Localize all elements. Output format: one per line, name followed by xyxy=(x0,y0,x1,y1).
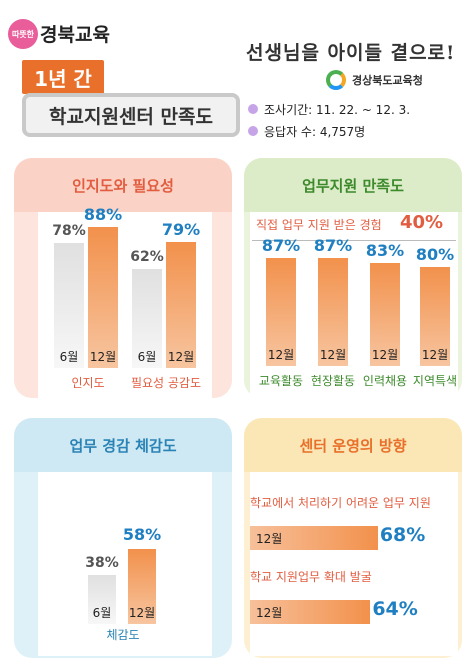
bar-1 xyxy=(318,258,348,366)
tick-label: 6월 xyxy=(92,606,112,620)
tick-label: 12월 xyxy=(128,606,156,620)
category-label: 현장활동 xyxy=(310,374,356,388)
tick-label: 12월 xyxy=(256,606,283,620)
bar-12월 xyxy=(128,548,156,624)
bullet-icon xyxy=(248,126,258,136)
direction-chart-area: 학교에서 처리하기 어려운 업무 지원 12월 68% 학교 지원업무 확대 발굴 12… xyxy=(250,472,458,656)
data-label: 80% xyxy=(415,244,455,264)
tick-label: 12월 xyxy=(421,348,449,362)
direction-panel-title: 센터 운영의 방향 xyxy=(244,418,462,472)
data-label: 68% xyxy=(379,524,426,546)
workload-panel-title: 업무 경감 체감도 xyxy=(14,418,232,472)
tick-label: 6월 xyxy=(59,350,79,364)
data-label: 38% xyxy=(85,554,119,571)
org-logo-icon xyxy=(326,70,346,90)
tick-label: 12월 xyxy=(371,348,399,362)
bullet-icon xyxy=(248,104,258,114)
category-label: 필요성 공감도 xyxy=(130,376,202,390)
bar-0 xyxy=(250,526,378,550)
work-support-subtitle: 직접 업무 지원 받은 경험 xyxy=(256,218,382,232)
tick-label: 12월 xyxy=(167,350,195,364)
category-label: 인지도 xyxy=(71,376,105,390)
bar-2 xyxy=(370,263,400,366)
data-label: 83% xyxy=(365,241,405,261)
logo-text: 경북교육 xyxy=(40,24,110,46)
category-label: 지역특색 xyxy=(412,374,458,388)
bar-1 xyxy=(250,600,371,624)
survey-period: 조사기간: 11. 22. ~ 12. 3. xyxy=(264,103,411,117)
bar-0 xyxy=(266,258,296,366)
bar-6월-0 xyxy=(54,243,84,368)
data-label: 87% xyxy=(313,236,353,256)
tick-label: 6월 xyxy=(137,350,157,364)
tick-label: 12월 xyxy=(256,532,283,546)
awareness-panel-title: 인지도와 필요성 xyxy=(14,158,232,212)
org-name: 경상북도교육청 xyxy=(352,74,423,87)
bar-12월-0 xyxy=(88,227,118,368)
tick-label: 12월 xyxy=(267,348,295,362)
category-label: 학교 지원업무 확대 발굴 xyxy=(250,570,372,584)
data-label: 88% xyxy=(83,205,123,225)
tick-label: 12월 xyxy=(89,350,117,364)
bar-6월-1 xyxy=(132,268,162,368)
data-label: 64% xyxy=(372,598,418,620)
data-label: 87% xyxy=(261,236,301,256)
divider xyxy=(252,240,456,241)
bar-6월 xyxy=(88,574,116,624)
slogan: 선생님을 아이들 곁으로! xyxy=(246,42,456,64)
category-label: 체감도 xyxy=(106,628,140,642)
work-support-subtitle-value: 40% xyxy=(400,212,444,233)
category-label: 학교에서 처리하기 어려운 업무 지원 xyxy=(250,496,431,510)
bar-3 xyxy=(420,266,450,366)
data-label: 58% xyxy=(122,524,162,544)
data-label: 78% xyxy=(52,223,86,240)
category-label: 인력채용 xyxy=(362,374,408,388)
year-tag: 1년 간 xyxy=(22,60,104,94)
tick-label: 12월 xyxy=(319,348,347,362)
logo-badge: 따뜻한 xyxy=(8,19,38,49)
category-label: 교육활동 xyxy=(258,374,304,388)
data-label: 79% xyxy=(161,219,201,239)
respondents: 응답자 수: 4,757명 xyxy=(264,125,366,139)
work-support-panel-title: 업무지원 만족도 xyxy=(244,158,462,212)
data-label: 62% xyxy=(130,248,164,265)
bar-12월-1 xyxy=(166,241,196,368)
page-title: 학교지원센터 만족도 xyxy=(22,93,240,137)
